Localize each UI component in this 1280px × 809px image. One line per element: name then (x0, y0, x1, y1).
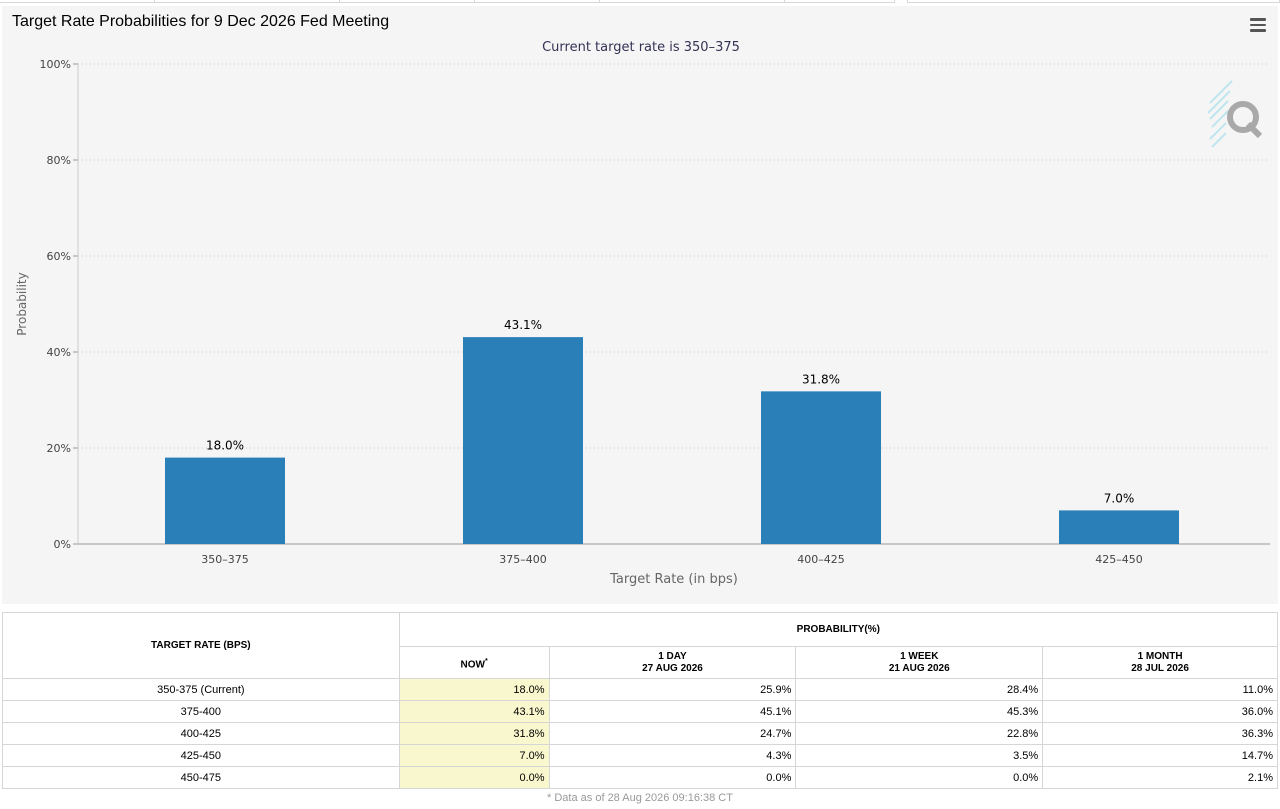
top-tab[interactable] (475, 0, 600, 3)
bar-chart: Current target rate is 350–375 0% 20% 40% 6… (15, 40, 1270, 587)
x-axis-ticks: 350–375 375–400 400–425 425–450 (201, 553, 1143, 566)
header-1-month: 1 MONTH 28 JUL 2026 (1042, 645, 1278, 679)
x-tick-label: 375–400 (499, 553, 547, 566)
y-tick-label: 40% (47, 346, 71, 359)
y-tick-label: 100% (40, 58, 71, 71)
top-tab-strip (0, 0, 1280, 4)
chart-panel: Target Rate Probabilities for 9 Dec 2026… (2, 6, 1278, 604)
top-tab[interactable] (155, 0, 340, 3)
top-tab[interactable] (907, 0, 1280, 3)
x-tick-label: 425–450 (1095, 553, 1143, 566)
week-cell: 22.8% (795, 722, 1044, 745)
rate-cell: 375-400 (2, 700, 400, 723)
day-cell: 4.3% (548, 744, 797, 767)
header-now: NOW* (398, 645, 550, 679)
week-cell: 45.3% (795, 700, 1044, 723)
table-row: 450-475 0.0% 0.0% 0.0% 2.1% (2, 766, 1278, 789)
bar-data-label: 43.1% (504, 318, 542, 332)
month-cell: 14.7% (1042, 744, 1278, 767)
rate-cell: 350-375 (Current) (2, 678, 400, 701)
header-1-week: 1 WEEK 21 AUG 2026 (795, 645, 1044, 679)
y-tick-label: 0% (54, 538, 71, 551)
top-tab[interactable] (340, 0, 475, 3)
bar-data-label: 18.0% (206, 439, 244, 453)
top-tab[interactable] (600, 0, 785, 3)
y-axis-label: Probability (15, 272, 29, 335)
month-cell: 36.3% (1042, 722, 1278, 745)
bar-data-label: 7.0% (1104, 491, 1135, 505)
y-axis-ticks: 0% 20% 40% 60% 80% 100% (40, 58, 78, 551)
y-tick-label: 80% (47, 154, 71, 167)
probability-table-wrapper: TARGET RATE (BPS) PROBABILITY(%) NOW* 1 … (2, 612, 1279, 804)
now-cell: 31.8% (398, 722, 550, 745)
table-row: 400-425 31.8% 24.7% 22.8% 36.3% (2, 722, 1278, 745)
chart-subtitle: Current target rate is 350–375 (542, 40, 740, 55)
top-tab[interactable] (785, 0, 895, 3)
hamburger-menu-icon[interactable] (1250, 18, 1266, 32)
day-cell: 45.1% (548, 700, 797, 723)
x-axis-label: Target Rate (in bps) (609, 572, 738, 587)
now-cell: 18.0% (398, 678, 550, 701)
data-timestamp-footnote: * Data as of 28 Aug 2026 09:16:38 CT (547, 792, 733, 804)
quikstrike-q-logo-icon (1207, 80, 1263, 148)
x-tick-label: 350–375 (201, 553, 249, 566)
now-cell: 43.1% (398, 700, 550, 723)
now-cell: 0.0% (398, 766, 550, 789)
month-cell: 2.1% (1042, 766, 1278, 789)
week-cell: 3.5% (795, 744, 1044, 767)
header-1-day: 1 DAY 27 AUG 2026 (548, 645, 797, 679)
week-cell: 28.4% (795, 678, 1044, 701)
table-row: 425-450 7.0% 4.3% 3.5% 14.7% (2, 744, 1278, 767)
header-probability: PROBABILITY(%) (398, 612, 1279, 647)
y-tick-label: 60% (47, 250, 71, 263)
month-cell: 36.0% (1042, 700, 1278, 723)
day-cell: 24.7% (548, 722, 797, 745)
rate-cell: 450-475 (2, 766, 400, 789)
day-cell: 0.0% (548, 766, 797, 789)
bar-data-label: 31.8% (802, 372, 840, 386)
now-cell: 7.0% (398, 744, 550, 767)
bar[interactable] (761, 391, 881, 544)
header-target-rate: TARGET RATE (BPS) (2, 612, 400, 679)
bar[interactable] (165, 457, 285, 544)
rate-cell: 400-425 (2, 722, 400, 745)
chart-title: Target Rate Probabilities for 9 Dec 2026… (12, 13, 390, 30)
y-tick-label: 20% (47, 442, 71, 455)
table-row: 375-400 43.1% 45.1% 45.3% 36.0% (2, 700, 1278, 723)
rate-cell: 425-450 (2, 744, 400, 767)
x-tick-label: 400–425 (797, 553, 845, 566)
probability-table: TARGET RATE (BPS) PROBABILITY(%) NOW* 1 … (2, 612, 1279, 789)
top-tab[interactable] (0, 0, 155, 3)
bar[interactable] (463, 337, 583, 544)
bars: 18.0% 43.1% 31.8% 7.0% (165, 318, 1179, 544)
day-cell: 25.9% (548, 678, 797, 701)
table-row: 350-375 (Current) 18.0% 25.9% 28.4% 11.0… (2, 678, 1278, 701)
week-cell: 0.0% (795, 766, 1044, 789)
bar[interactable] (1059, 510, 1179, 544)
month-cell: 11.0% (1042, 678, 1278, 701)
grid-lines (78, 63, 1270, 449)
